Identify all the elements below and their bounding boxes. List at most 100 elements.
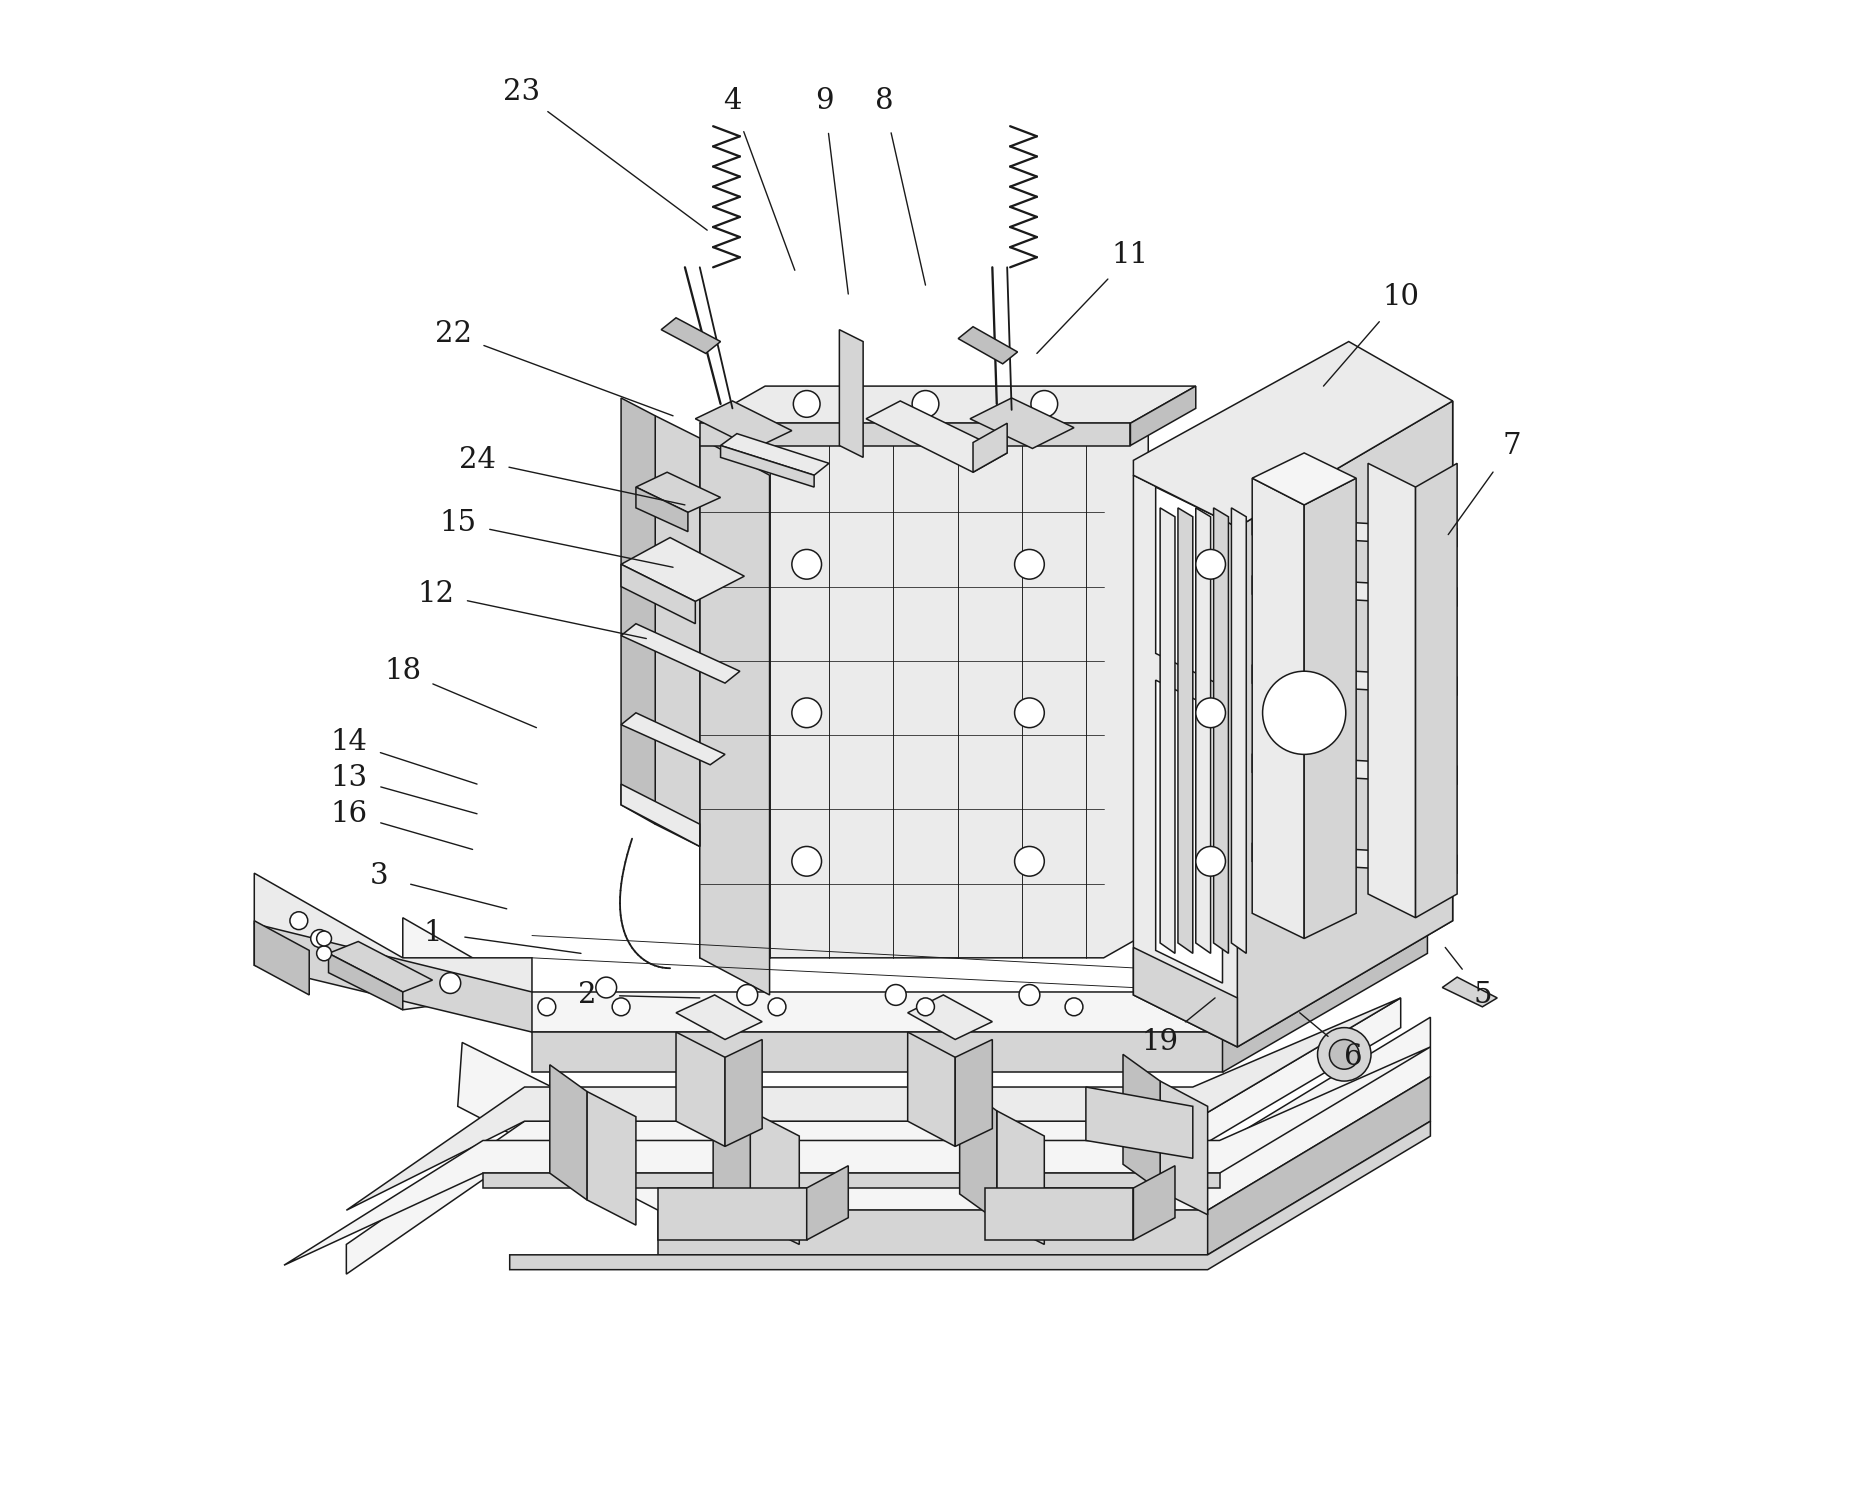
Polygon shape <box>622 624 740 683</box>
Circle shape <box>1064 998 1083 1016</box>
Text: 16: 16 <box>331 800 368 827</box>
Circle shape <box>1318 1028 1372 1081</box>
Polygon shape <box>550 1065 587 1200</box>
Polygon shape <box>659 1188 807 1240</box>
Circle shape <box>737 985 757 1005</box>
Circle shape <box>317 946 331 961</box>
Polygon shape <box>866 401 1007 472</box>
Polygon shape <box>700 416 1148 958</box>
Polygon shape <box>1231 508 1246 953</box>
Circle shape <box>1272 928 1292 949</box>
Polygon shape <box>998 1111 1044 1244</box>
Polygon shape <box>1207 1077 1431 1255</box>
Circle shape <box>792 846 822 876</box>
Polygon shape <box>720 434 829 475</box>
Polygon shape <box>622 784 700 846</box>
Polygon shape <box>1236 401 1453 1047</box>
Text: 23: 23 <box>503 79 540 105</box>
Polygon shape <box>676 1032 726 1146</box>
Circle shape <box>1014 698 1044 728</box>
Circle shape <box>539 998 555 1016</box>
Text: 11: 11 <box>1112 242 1149 269</box>
Polygon shape <box>622 398 655 824</box>
Polygon shape <box>1368 463 1416 918</box>
Polygon shape <box>955 1040 992 1146</box>
Text: 1: 1 <box>424 919 442 946</box>
Text: 6: 6 <box>1344 1044 1362 1071</box>
Polygon shape <box>531 1032 1222 1072</box>
Polygon shape <box>1161 1081 1207 1215</box>
Polygon shape <box>807 1166 848 1240</box>
Polygon shape <box>1131 386 1196 446</box>
Text: 7: 7 <box>1503 432 1522 459</box>
Circle shape <box>1020 985 1040 1005</box>
Polygon shape <box>907 1032 955 1146</box>
Polygon shape <box>726 1040 763 1146</box>
Polygon shape <box>346 998 1401 1274</box>
Circle shape <box>441 973 461 993</box>
Polygon shape <box>1155 487 1222 686</box>
Circle shape <box>792 549 822 579</box>
Circle shape <box>1214 998 1231 1016</box>
Polygon shape <box>622 538 744 601</box>
Polygon shape <box>985 1188 1133 1240</box>
Polygon shape <box>483 1173 1220 1188</box>
Text: 14: 14 <box>331 729 368 756</box>
Circle shape <box>291 912 307 930</box>
Text: 24: 24 <box>459 447 496 474</box>
Polygon shape <box>676 995 763 1040</box>
Circle shape <box>913 391 938 417</box>
Polygon shape <box>713 1084 750 1221</box>
Circle shape <box>1196 698 1225 728</box>
Polygon shape <box>959 1084 998 1221</box>
Polygon shape <box>1133 1166 1175 1240</box>
Text: 15: 15 <box>439 509 476 536</box>
Polygon shape <box>1177 508 1192 953</box>
Polygon shape <box>750 1111 800 1244</box>
Circle shape <box>317 931 331 946</box>
Polygon shape <box>254 873 531 1010</box>
Polygon shape <box>700 386 1196 423</box>
Polygon shape <box>1251 843 1457 873</box>
Polygon shape <box>839 330 863 457</box>
Polygon shape <box>1133 947 1236 1047</box>
Text: 19: 19 <box>1142 1029 1179 1056</box>
Polygon shape <box>637 487 689 532</box>
Polygon shape <box>659 1210 1207 1255</box>
Circle shape <box>1153 988 1174 1008</box>
Polygon shape <box>1251 665 1457 695</box>
Polygon shape <box>1133 342 1453 527</box>
Polygon shape <box>1124 1054 1161 1191</box>
Polygon shape <box>970 398 1074 448</box>
Polygon shape <box>974 423 1007 472</box>
Polygon shape <box>328 941 433 992</box>
Circle shape <box>1031 391 1057 417</box>
Polygon shape <box>622 713 726 765</box>
Circle shape <box>1014 549 1044 579</box>
Text: 2: 2 <box>578 982 596 1008</box>
Polygon shape <box>328 953 404 1010</box>
Text: 9: 9 <box>814 88 833 114</box>
Polygon shape <box>1161 508 1175 953</box>
Text: 5: 5 <box>1473 982 1492 1008</box>
Polygon shape <box>509 1121 1431 1270</box>
Polygon shape <box>700 438 770 995</box>
Circle shape <box>596 977 616 998</box>
Polygon shape <box>1416 463 1457 918</box>
Polygon shape <box>1251 754 1457 784</box>
Circle shape <box>916 998 935 1016</box>
Polygon shape <box>404 869 1427 1032</box>
Text: 13: 13 <box>331 765 368 792</box>
Polygon shape <box>1214 508 1229 953</box>
Circle shape <box>794 391 820 417</box>
Polygon shape <box>655 416 700 846</box>
Polygon shape <box>1251 517 1457 546</box>
Polygon shape <box>1251 576 1457 606</box>
Text: 12: 12 <box>416 581 453 607</box>
Polygon shape <box>907 995 992 1040</box>
Polygon shape <box>700 416 1148 438</box>
Circle shape <box>613 998 629 1016</box>
Polygon shape <box>587 1091 637 1225</box>
Text: 10: 10 <box>1383 284 1420 310</box>
Polygon shape <box>283 1047 1431 1265</box>
